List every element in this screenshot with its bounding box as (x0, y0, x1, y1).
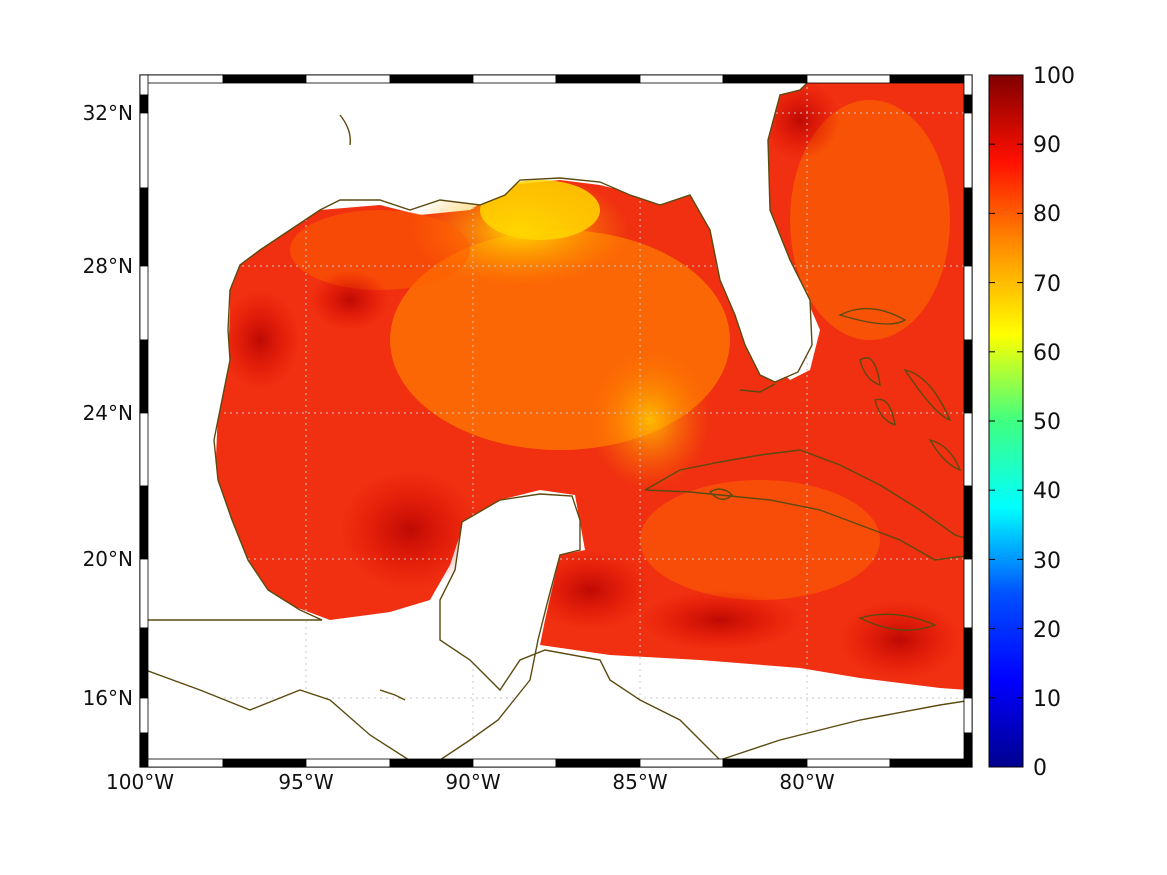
frame-segment (139, 558, 149, 629)
frame-segment (139, 758, 224, 768)
frame-segment (139, 112, 149, 189)
frame-segment (963, 112, 973, 189)
lat-label: 24°N (83, 401, 133, 425)
frame-segment (963, 74, 973, 96)
frame-segment (139, 94, 149, 114)
frame-segment (139, 732, 149, 768)
lat-label: 16°N (83, 686, 133, 710)
frame-segment (722, 74, 808, 84)
colorbar-label: 30 (1033, 549, 1061, 574)
frame-segment (639, 758, 724, 768)
colorbar-label: 60 (1033, 341, 1061, 366)
frame-segment (139, 697, 149, 734)
frame-segment (722, 758, 808, 768)
colorbar-label: 20 (1033, 618, 1061, 643)
frame-segment (963, 412, 973, 487)
lon-label: 100°W (106, 770, 174, 794)
colorbar-label: 80 (1033, 202, 1061, 227)
colorbar-label: 0 (1033, 756, 1047, 781)
lat-label: 32°N (83, 101, 133, 125)
frame-segment (472, 74, 557, 84)
frame-segment (889, 74, 973, 84)
frame-segment (139, 339, 149, 414)
colorbar-label: 100 (1033, 64, 1075, 89)
frame-segment (555, 758, 641, 768)
frame-segment (139, 187, 149, 267)
frame-segment (139, 627, 149, 699)
colorbar-label: 70 (1033, 272, 1061, 297)
frame-segment (472, 758, 557, 768)
colorbar-label: 40 (1033, 479, 1061, 504)
frame-segment (139, 74, 224, 84)
frame-segment (963, 627, 973, 699)
frame-segment (555, 74, 641, 84)
frame-segment (963, 339, 973, 414)
frame-segment (139, 265, 149, 341)
frame-segment (139, 74, 149, 96)
map-frame (139, 74, 973, 768)
frame-segment (305, 74, 391, 84)
lon-axis-labels: 100°W 95°W 90°W 85°W 80°W (106, 770, 835, 794)
frame-segment (639, 74, 724, 84)
coastlines (140, 75, 972, 767)
lon-label: 95°W (278, 770, 333, 794)
percentage-field (215, 78, 968, 690)
lat-label: 28°N (83, 254, 133, 278)
frame-segment (963, 697, 973, 734)
frame-segment (963, 732, 973, 768)
frame-segment (389, 74, 474, 84)
frame-segment (139, 412, 149, 487)
frame-segment (389, 758, 474, 768)
lat-axis-labels: 32°N 28°N 24°N 20°N 16°N (83, 101, 133, 710)
lon-label: 90°W (445, 770, 500, 794)
frame-segment (963, 485, 973, 560)
lon-label: 85°W (612, 770, 667, 794)
frame-segment (806, 758, 891, 768)
colorbar-label: 10 (1033, 687, 1061, 712)
lat-label: 20°N (83, 547, 133, 571)
colorbar-label: 90 (1033, 133, 1061, 158)
frame-segment (222, 758, 307, 768)
lon-label: 80°W (779, 770, 834, 794)
colorbar: 100 90 80 70 60 50 40 30 20 10 0 (988, 64, 1075, 781)
frame-segment (963, 558, 973, 629)
colorbar-label: 50 (1033, 410, 1061, 435)
frame-segment (806, 74, 891, 84)
frame-segment (139, 485, 149, 560)
frame-segment (889, 758, 973, 768)
frame-segment (963, 187, 973, 267)
frame-segment (305, 758, 391, 768)
frame-segment (963, 265, 973, 341)
frame-segment (963, 94, 973, 114)
frame-segment (222, 74, 307, 84)
